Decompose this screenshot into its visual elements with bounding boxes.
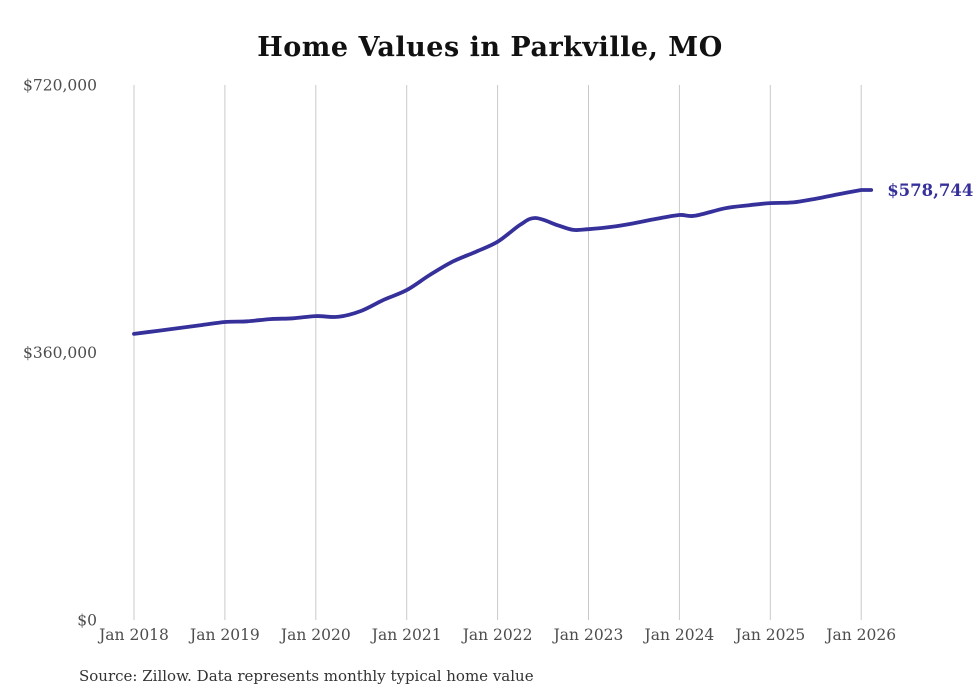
end-value-label: $578,744 [887,181,973,200]
x-axis-tick-label: Jan 2025 [733,626,805,644]
y-axis-tick-label: $0 [77,612,97,630]
x-axis-tick-label: Jan 2021 [370,626,442,644]
x-axis-tick-label: Jan 2019 [188,626,260,644]
y-axis-tick-label: $720,000 [23,77,97,95]
x-axis-tick-label: Jan 2026 [824,626,896,644]
x-axis-tick-label: Jan 2024 [642,626,714,644]
source-note: Source: Zillow. Data represents monthly … [79,667,534,685]
x-axis-tick-label: Jan 2018 [97,626,169,644]
x-axis-tick-label: Jan 2022 [461,626,533,644]
chart-title: Home Values in Parkville, MO [257,32,723,63]
y-axis-tick-label: $360,000 [23,344,97,362]
x-axis-tick-label: Jan 2023 [552,626,624,644]
value-line [132,188,874,336]
x-axis-tick-label: Jan 2020 [279,626,351,644]
